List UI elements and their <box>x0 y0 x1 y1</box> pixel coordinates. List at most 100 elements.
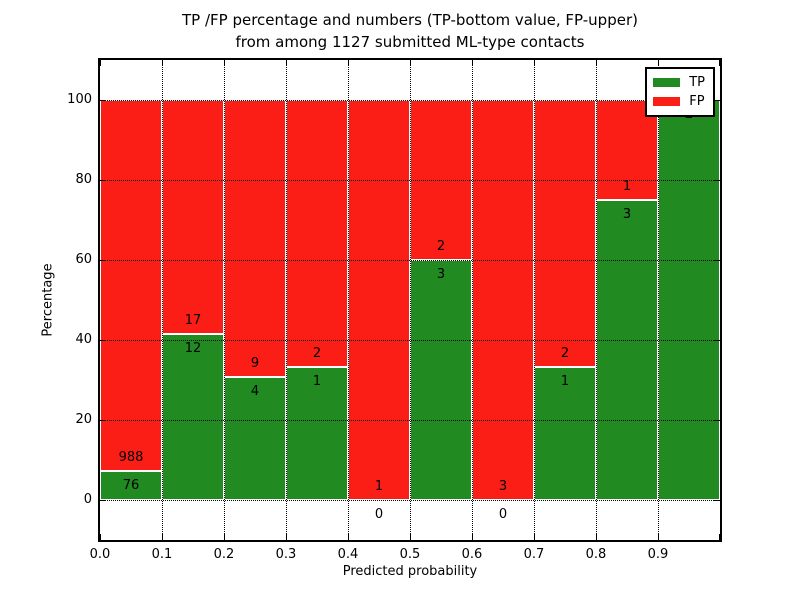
x-tick-label: 0.5 <box>399 547 421 562</box>
bar-segment-tp <box>658 100 720 500</box>
bar-segment-fp <box>472 100 534 500</box>
gridline-vertical <box>162 60 163 540</box>
tick-mark-bottom <box>472 534 473 540</box>
bar-segment-tp <box>596 200 658 500</box>
gridline-vertical <box>348 60 349 540</box>
tick-mark-bottom <box>100 534 101 540</box>
tick-mark-left <box>100 100 106 101</box>
gridline-vertical <box>596 60 597 540</box>
x-tick-label: 0.0 <box>89 547 111 562</box>
gridline-horizontal <box>100 180 720 181</box>
gridline-vertical <box>410 60 411 540</box>
tick-mark-left <box>100 260 106 261</box>
tick-mark-left <box>100 500 106 501</box>
fp-count-label: 2 <box>312 345 322 361</box>
tick-mark-bottom <box>658 534 659 540</box>
tick-mark-top <box>534 60 535 66</box>
tp-count-label: 3 <box>436 267 446 282</box>
gridline-horizontal <box>100 340 720 341</box>
fp-count-label: 2 <box>560 345 570 361</box>
bar-segment-tp <box>162 334 224 500</box>
gridline-horizontal <box>100 260 720 261</box>
y-tick-label: 20 <box>75 412 92 427</box>
legend-row: TP <box>653 73 705 92</box>
tick-mark-top <box>410 60 411 66</box>
bar-segment-fp <box>348 100 410 500</box>
legend-row: FP <box>653 92 705 111</box>
fp-count-label: 1 <box>622 179 632 194</box>
tick-mark-right <box>714 100 720 101</box>
tick-mark-bottom <box>410 534 411 540</box>
tick-mark-top <box>286 60 287 66</box>
gridline-vertical <box>224 60 225 540</box>
bar-segment-tp <box>410 260 472 500</box>
chart-title: TP /FP percentage and numbers (TP-bottom… <box>20 9 800 53</box>
x-tick-label: 0.8 <box>585 547 607 562</box>
tick-mark-top <box>719 60 720 66</box>
legend: TP FP <box>645 67 715 117</box>
gridline-horizontal <box>100 100 720 101</box>
bar-segment-fp <box>162 100 224 335</box>
tick-mark-bottom <box>596 534 597 540</box>
x-tick-label: 0.4 <box>337 547 359 562</box>
gridline-horizontal <box>100 420 720 421</box>
x-tick-label: 0.7 <box>523 547 545 562</box>
tick-mark-left <box>100 340 106 341</box>
fp-count-label: 3 <box>498 479 508 494</box>
fp-count-label: 2 <box>436 239 446 254</box>
tp-count-label: 3 <box>622 207 632 222</box>
fp-count-label: 1 <box>374 479 384 494</box>
y-tick-label: 80 <box>75 172 92 187</box>
tick-mark-bottom <box>348 534 349 540</box>
tick-mark-right <box>714 500 720 501</box>
fp-count-label: 9 <box>250 355 260 371</box>
tp-count-label: 1 <box>560 373 570 389</box>
tick-mark-top <box>348 60 349 66</box>
gridline-vertical <box>472 60 473 540</box>
tick-mark-right <box>714 420 720 421</box>
tp-count-label: 76 <box>122 478 140 494</box>
tick-mark-top <box>658 60 659 66</box>
tp-count-label: 0 <box>498 507 508 522</box>
y-tick-label: 100 <box>67 92 92 107</box>
tp-count-label: 12 <box>184 341 202 357</box>
y-tick-label: 60 <box>75 252 92 267</box>
fp-count-label: 17 <box>184 313 202 329</box>
gridline-vertical <box>534 60 535 540</box>
x-axis-label: Predicted probability <box>342 564 478 579</box>
gridline-vertical <box>658 60 659 540</box>
bar-segment-tp <box>100 471 162 500</box>
tick-mark-top <box>224 60 225 66</box>
y-tick-label: 0 <box>83 492 92 507</box>
bar-segment-fp <box>224 100 286 377</box>
bar-segment-fp <box>100 100 162 472</box>
x-tick-label: 0.2 <box>213 547 235 562</box>
chart-title-line2: from among 1127 submitted ML-type contac… <box>235 33 585 51</box>
fp-count-label: 988 <box>118 450 144 466</box>
bar-segment-fp <box>286 100 348 367</box>
fp-legend-swatch <box>653 97 681 106</box>
tick-mark-top <box>472 60 473 66</box>
tick-mark-right <box>714 260 720 261</box>
tick-mark-left <box>100 420 106 421</box>
tp-count-label: 0 <box>374 507 384 522</box>
tick-mark-bottom <box>162 534 163 540</box>
tick-mark-right <box>714 340 720 341</box>
tp-legend-swatch <box>653 78 681 87</box>
tick-mark-top <box>100 60 101 66</box>
tick-mark-right <box>714 180 720 181</box>
tp-count-label: 1 <box>312 373 322 389</box>
gridline-vertical <box>286 60 287 540</box>
bar-segment-fp <box>534 100 596 367</box>
tick-mark-bottom <box>224 534 225 540</box>
x-tick-label: 0.6 <box>461 547 483 562</box>
x-tick-label: 0.9 <box>647 547 669 562</box>
tick-mark-top <box>596 60 597 66</box>
tick-mark-bottom <box>286 534 287 540</box>
legend-label: FP <box>689 94 705 109</box>
legend-label: TP <box>689 75 705 90</box>
tick-mark-bottom <box>534 534 535 540</box>
chart-title-line1: TP /FP percentage and numbers (TP-bottom… <box>182 11 638 29</box>
